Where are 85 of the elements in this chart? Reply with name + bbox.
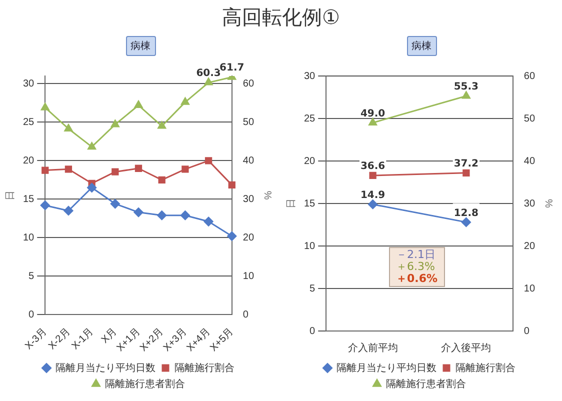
point	[462, 169, 470, 176]
y-tick-label: 15	[304, 198, 316, 210]
data-label: 60.3	[196, 68, 221, 80]
y2-tick-label: 10	[524, 283, 536, 294]
y2-axis-title: %	[542, 199, 554, 208]
legend-label: 隔離施行割合	[174, 362, 234, 374]
point	[64, 206, 74, 216]
point	[110, 199, 120, 209]
point	[180, 97, 190, 105]
y-tick-label: 20	[23, 155, 35, 166]
data-label: 36.6	[360, 161, 386, 172]
point	[158, 176, 166, 184]
legend-label: 隔離月当たり平均日数	[336, 362, 436, 374]
x-tick-label: 介入前平均	[348, 342, 398, 354]
point	[134, 164, 142, 172]
y2-tick-label: 30	[242, 194, 254, 205]
data-label: 12.8	[454, 208, 479, 219]
y2-tick-label: 10	[242, 270, 254, 282]
point	[369, 172, 376, 180]
y-axis-title: 日	[4, 190, 16, 200]
data-label: 14.9	[360, 190, 386, 201]
point	[204, 78, 213, 86]
point	[64, 124, 73, 132]
x-tick-label: X-3月	[23, 326, 50, 352]
y-tick-label: 0	[310, 326, 316, 337]
chart-subtitle: 病棟	[126, 36, 156, 56]
annotation: ＋0.6%	[396, 272, 438, 286]
y-tick-label: 15	[23, 194, 35, 205]
y-tick-label: 0	[28, 309, 35, 320]
y2-tick-label: 60	[242, 78, 254, 90]
point	[227, 231, 237, 241]
x-tick-label: X月	[100, 326, 120, 346]
point	[40, 200, 50, 210]
data-label: 49.0	[360, 108, 386, 120]
chart-subtitle: 病棟	[406, 36, 436, 56]
legend-label: 隔離施行患者割合	[105, 378, 185, 390]
point	[88, 142, 96, 150]
point	[157, 210, 167, 220]
y2-tick-label: 50	[524, 113, 536, 124]
point	[134, 100, 143, 108]
y-tick-label: 10	[23, 232, 35, 244]
point	[110, 120, 120, 128]
point	[182, 166, 189, 173]
y-tick-label: 30	[23, 78, 35, 90]
point	[204, 216, 214, 226]
point	[228, 181, 236, 189]
point	[40, 102, 50, 110]
y2-tick-label: 0	[524, 326, 530, 337]
y-tick-label: 10	[304, 240, 316, 252]
y-tick-label: 5	[28, 270, 35, 282]
point	[42, 166, 49, 174]
y-tick-label: 30	[304, 70, 316, 82]
point	[64, 166, 72, 173]
point	[87, 182, 97, 192]
legend-label: 隔離月当たり平均日数	[56, 362, 156, 374]
x-tick-label: X-1月	[70, 326, 96, 352]
y-axis-title: 日	[286, 198, 297, 208]
y-tick-label: 25	[304, 113, 316, 124]
y2-tick-label: 40	[524, 156, 536, 167]
y2-tick-label: 30	[524, 198, 536, 210]
x-tick-label: 介入後平均	[441, 342, 492, 354]
y2-axis-title: %	[261, 190, 272, 200]
annotation: －2.1日	[396, 248, 436, 262]
y-tick-label: 20	[304, 156, 316, 167]
y2-tick-label: 20	[524, 240, 536, 252]
data-label: 55.3	[454, 82, 479, 93]
y2-tick-label: 0	[242, 309, 249, 320]
y2-tick-label: 20	[242, 232, 254, 244]
y2-tick-label: 40	[242, 155, 254, 166]
y-tick-label: 5	[310, 283, 316, 294]
point	[158, 121, 166, 129]
data-label: 61.7	[220, 62, 244, 74]
legend-label: 隔離施行割合	[456, 362, 516, 374]
y-tick-label: 25	[23, 116, 35, 128]
y2-tick-label: 60	[524, 70, 536, 82]
text: 高回転化例①	[221, 4, 341, 31]
x-tick-label: X-2月	[46, 326, 73, 352]
data-label: 37.2	[454, 158, 479, 170]
point	[204, 157, 212, 164]
annotation: ＋6.3%	[396, 260, 436, 274]
point	[134, 208, 144, 218]
y2-tick-label: 50	[242, 116, 254, 128]
point	[112, 168, 119, 176]
point	[180, 210, 190, 220]
legend-label: 隔離施行患者割合	[386, 378, 466, 390]
